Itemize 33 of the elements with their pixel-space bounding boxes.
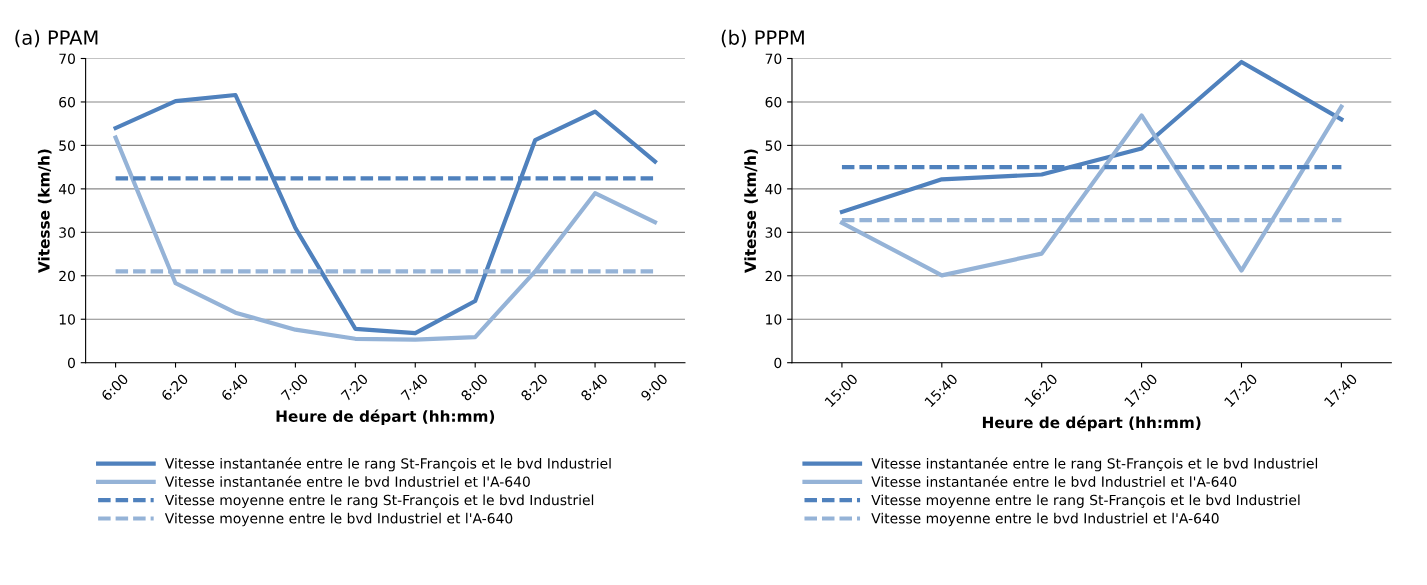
line-series <box>113 92 658 336</box>
line-series <box>113 135 658 342</box>
legend-label: Vitesse instantanée entre le bvd Industriel et l'A-640 <box>871 475 1237 487</box>
y-tick-label: 50 <box>765 140 782 151</box>
y-tick-label: 10 <box>59 314 75 325</box>
y-tick-label: 60 <box>765 96 782 108</box>
legend-label: Vitesse instantanée entre le bvd Industriel et l'A-640 <box>164 475 530 487</box>
chart-title: (b) PPPM <box>721 29 804 48</box>
y-tick-label: 60 <box>59 96 75 108</box>
legend-label: Vitesse moyenne entre le bvd Industriel et l'A-640 <box>164 512 513 527</box>
x-axis-title: Heure de départ (hh:mm) <box>982 415 1201 432</box>
y-tick-label: 50 <box>59 140 75 151</box>
legend-label: Vitesse instantanée entre le rang St-François et le bvd Industriel <box>164 457 611 472</box>
y-tick-label: 0 <box>774 357 782 369</box>
legend-label: Vitesse instantanée entre le rang St-François et le bvd Industriel <box>871 457 1318 472</box>
y-tick-label: 70 <box>59 53 75 64</box>
y-axis-title: Vitesse (km/h) <box>744 149 758 273</box>
y-tick-label: 40 <box>765 183 782 195</box>
y-tick-label: 20 <box>59 270 75 282</box>
chart-title: (a) PPAM <box>15 29 98 48</box>
legend-label: Vitesse moyenne entre le bvd Industriel et l'A-640 <box>871 512 1219 527</box>
y-tick-label: 30 <box>765 227 782 238</box>
y-axis-title: Vitesse (km/h) <box>37 149 52 273</box>
y-tick-label: 20 <box>765 270 782 282</box>
y-tick-label: 70 <box>765 53 782 64</box>
legend-label: Vitesse moyenne entre le rang St-François et le bvd Industriel <box>871 494 1300 508</box>
x-axis-title: Heure de départ (hh:mm) <box>276 409 495 425</box>
line-series <box>839 59 1344 214</box>
y-tick-label: 10 <box>766 314 782 325</box>
y-tick-label: 0 <box>67 357 75 369</box>
y-tick-label: 30 <box>59 227 75 238</box>
legend-label: Vitesse moyenne entre le rang St-François et le bvd Industriel <box>164 494 594 508</box>
y-tick-label: 40 <box>58 183 75 195</box>
